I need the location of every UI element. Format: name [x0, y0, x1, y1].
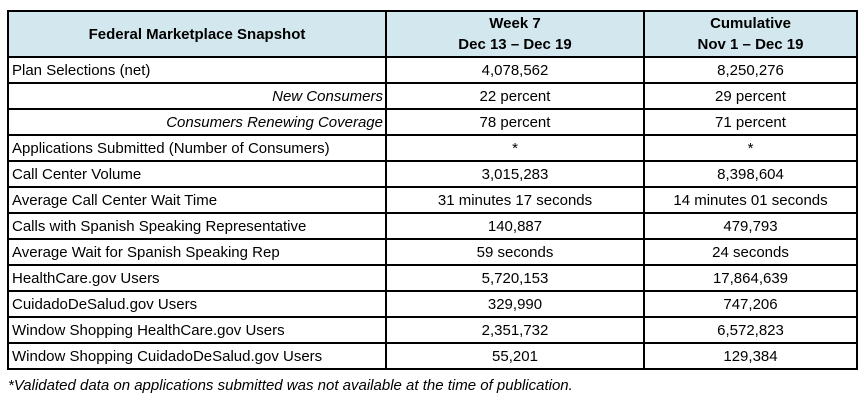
- cumulative-value: 24 seconds: [643, 238, 858, 266]
- cumulative-value: 29 percent: [643, 82, 858, 110]
- table-row: Plan Selections (net) 4,078,562 8,250,276: [7, 56, 858, 84]
- cumulative-value: 8,250,276: [643, 56, 858, 84]
- table-body: Plan Selections (net) 4,078,562 8,250,276 N…: [7, 56, 858, 370]
- table-row: Consumers Renewing Coverage 78 percent 71 …: [7, 108, 858, 136]
- row-label: HealthCare.gov Users: [7, 264, 387, 292]
- table-row: HealthCare.gov Users 5,720,153 17,864,639: [7, 264, 858, 292]
- cumulative-value: 129,384: [643, 342, 858, 370]
- week-value: 4,078,562: [385, 56, 645, 84]
- week-value: 2,351,732: [385, 316, 645, 344]
- row-label: CuidadoDeSalud.gov Users: [7, 290, 387, 318]
- row-label: Plan Selections (net): [7, 56, 387, 84]
- week-column-header: Week 7 Dec 13 – Dec 19: [385, 10, 645, 58]
- cumulative-value: 8,398,604: [643, 160, 858, 188]
- row-label: Applications Submitted (Number of Consum…: [7, 134, 387, 162]
- table-row: Average Call Center Wait Time 31 minutes …: [7, 186, 858, 214]
- cumulative-value: 6,572,823: [643, 316, 858, 344]
- cumulative-value: *: [643, 134, 858, 162]
- row-label: Window Shopping HealthCare.gov Users: [7, 316, 387, 344]
- row-label: Window Shopping CuidadoDeSalud.gov Users: [7, 342, 387, 370]
- week-value: 329,990: [385, 290, 645, 318]
- cumulative-value: 71 percent: [643, 108, 858, 136]
- cumulative-header-line1: Cumulative: [710, 15, 791, 32]
- week-value: 3,015,283: [385, 160, 645, 188]
- table-title: Federal Marketplace Snapshot: [88, 25, 306, 43]
- cumulative-header-line2: Nov 1 – Dec 19: [697, 36, 804, 53]
- row-label: Call Center Volume: [7, 160, 387, 188]
- table-row: Window Shopping CuidadoDeSalud.gov Users…: [7, 342, 858, 370]
- table-title-cell: Federal Marketplace Snapshot: [7, 10, 387, 58]
- table-row: New Consumers 22 percent 29 percent: [7, 82, 858, 110]
- week-value: 31 minutes 17 seconds: [385, 186, 645, 214]
- week-value: 140,887: [385, 212, 645, 240]
- week-value: 22 percent: [385, 82, 645, 110]
- table-header-row: Federal Marketplace Snapshot Week 7 Dec …: [7, 10, 858, 58]
- row-sublabel: New Consumers: [7, 82, 387, 110]
- table-row: CuidadoDeSalud.gov Users 329,990 747,206: [7, 290, 858, 318]
- table-row: Calls with Spanish Speaking Representati…: [7, 212, 858, 240]
- federal-marketplace-snapshot-table: Federal Marketplace Snapshot Week 7 Dec …: [7, 10, 858, 370]
- footnote: *Validated data on applications submitte…: [8, 377, 573, 394]
- row-label: Calls with Spanish Speaking Representati…: [7, 212, 387, 240]
- table-row: Window Shopping HealthCare.gov Users 2,35…: [7, 316, 858, 344]
- row-sublabel: Consumers Renewing Coverage: [7, 108, 387, 136]
- week-value: 59 seconds: [385, 238, 645, 266]
- week-value: 5,720,153: [385, 264, 645, 292]
- cumulative-value: 17,864,639: [643, 264, 858, 292]
- week-value: 78 percent: [385, 108, 645, 136]
- row-label: Average Call Center Wait Time: [7, 186, 387, 214]
- cumulative-value: 14 minutes 01 seconds: [643, 186, 858, 214]
- row-label: Average Wait for Spanish Speaking Rep: [7, 238, 387, 266]
- cumulative-value: 479,793: [643, 212, 858, 240]
- table-row: Applications Submitted (Number of Consum…: [7, 134, 858, 162]
- table-row: Call Center Volume 3,015,283 8,398,604: [7, 160, 858, 188]
- week-header-line1: Week 7: [489, 15, 541, 32]
- week-header-line2: Dec 13 – Dec 19: [458, 36, 572, 53]
- week-value: 55,201: [385, 342, 645, 370]
- week-value: *: [385, 134, 645, 162]
- cumulative-column-header: Cumulative Nov 1 – Dec 19: [643, 10, 858, 58]
- table-row: Average Wait for Spanish Speaking Rep 59 …: [7, 238, 858, 266]
- cumulative-value: 747,206: [643, 290, 858, 318]
